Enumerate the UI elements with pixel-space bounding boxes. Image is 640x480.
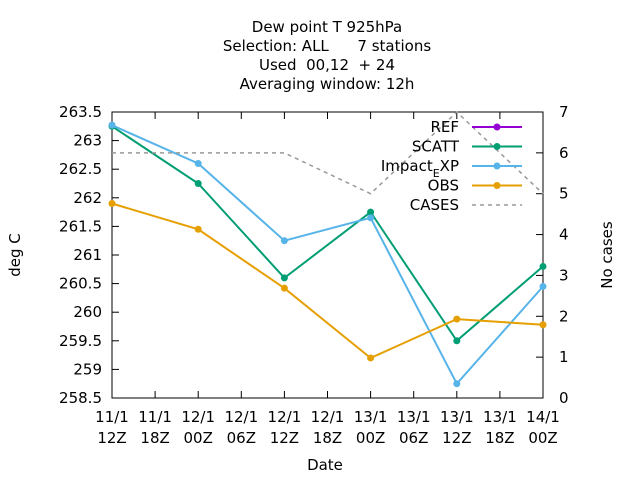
y2-axis-ticks: 0 1 2 3 4 5 6 7 — [536, 103, 569, 407]
y2-tick-label: 4 — [559, 226, 569, 244]
series-line — [111, 124, 544, 386]
y-tick-label: 259 — [73, 360, 102, 378]
series-lines — [108, 110, 547, 388]
series-cases — [112, 110, 544, 195]
x-tick-label-hour: 00Z — [356, 429, 385, 447]
y2-tick-label: 5 — [559, 185, 569, 203]
y-tick-label: 261.5 — [59, 217, 102, 235]
y-tick-label: 259.5 — [59, 332, 102, 350]
legend-marker — [493, 143, 501, 150]
x-tick-label-date: 13/1 — [483, 408, 517, 426]
x-tick-label-date: 13/1 — [354, 408, 388, 426]
legend-item: REF — [430, 118, 522, 136]
y-tick-label: 261 — [73, 246, 102, 264]
y-tick-label: 260 — [73, 303, 102, 321]
legend-item: SCATT — [412, 138, 522, 156]
legend-label: REF — [430, 118, 459, 136]
x-tick-label-hour: 18Z — [140, 429, 169, 447]
x-tick-label-date: 11/1 — [138, 408, 172, 426]
series-line — [111, 202, 544, 360]
y2-tick-label: 3 — [559, 266, 569, 284]
title-line-1: Dew point T 925hPa — [252, 18, 402, 36]
data-point — [367, 354, 375, 362]
y2-axis-label: No cases — [598, 221, 616, 289]
x-tick-label-date: 12/1 — [268, 408, 302, 426]
x-tick-label-date: 12/1 — [224, 408, 258, 426]
y-tick-label: 263.5 — [59, 103, 102, 121]
data-point — [453, 315, 461, 323]
legend-item: CASES — [410, 196, 522, 214]
legend-item: OBS — [428, 177, 522, 195]
legend-label: SCATT — [412, 138, 460, 156]
x-axis-label: Date — [307, 456, 343, 474]
y-tick-label: 262.5 — [59, 160, 102, 178]
series-scatt — [108, 122, 547, 345]
data-point — [108, 200, 116, 208]
data-point — [108, 121, 116, 129]
y-axis-ticks: 258.5 259 259.5 260 260.5 261 261.5 262 262.5 263… — [59, 103, 119, 407]
series-impact-exp — [108, 121, 547, 388]
title-line-3: Used 00,12 + 24 — [259, 56, 395, 74]
title-line-2: Selection: ALL 7 stations — [223, 37, 431, 55]
data-point — [453, 337, 461, 345]
y-axis-label: deg C — [6, 233, 24, 277]
data-point — [453, 380, 461, 388]
x-tick-label-hour: 18Z — [485, 429, 514, 447]
data-point — [194, 159, 202, 167]
y2-tick-label: 0 — [559, 389, 569, 407]
x-tick-label-hour: 06Z — [399, 429, 428, 447]
legend-marker — [493, 182, 501, 189]
x-tick-label-date: 11/1 — [95, 408, 129, 426]
legend-label: ImpactEXP — [381, 157, 459, 180]
data-point — [194, 225, 202, 233]
y-tick-label: 260.5 — [59, 275, 102, 293]
data-point — [280, 274, 288, 282]
x-tick-label-date: 12/1 — [311, 408, 345, 426]
series-line — [112, 110, 544, 195]
y2-tick-label: 6 — [559, 144, 569, 162]
x-tick-label-hour: 18Z — [313, 429, 342, 447]
x-tick-label-date: 13/1 — [397, 408, 431, 426]
data-point — [280, 237, 288, 245]
data-point — [539, 321, 547, 329]
legend-label: OBS — [428, 177, 459, 195]
series-line — [111, 125, 544, 343]
legend-marker — [493, 162, 501, 170]
x-axis-ticks: 11/1 12Z 11/1 18Z 12/1 00Z 12/1 06Z 12/1 12Z 12/1 1… — [95, 112, 560, 447]
series-obs — [108, 200, 547, 362]
title-line-4: Averaging window: 12h — [240, 75, 415, 93]
x-tick-label-hour: 06Z — [227, 429, 256, 447]
legend-item: ImpactEXP — [381, 157, 522, 180]
x-tick-label-hour: 00Z — [184, 429, 213, 447]
x-tick-label-hour: 12Z — [442, 429, 471, 447]
data-point — [194, 180, 202, 187]
x-tick-label-date: 14/1 — [526, 408, 560, 426]
x-tick-label-hour: 12Z — [97, 429, 126, 447]
data-point — [280, 284, 288, 292]
x-tick-label-date: 13/1 — [440, 408, 474, 426]
y-tick-label: 263 — [73, 132, 102, 150]
data-point — [539, 282, 547, 290]
x-tick-label-date: 12/1 — [181, 408, 215, 426]
x-tick-label-hour: 00Z — [528, 429, 557, 447]
data-point — [539, 262, 547, 270]
y2-tick-label: 2 — [559, 307, 569, 325]
y2-tick-label: 7 — [559, 103, 569, 121]
y-tick-label: 262 — [73, 189, 102, 207]
y-tick-label: 258.5 — [59, 389, 102, 407]
x-tick-label-hour: 12Z — [270, 429, 299, 447]
y2-tick-label: 1 — [559, 348, 569, 366]
data-point — [367, 208, 375, 216]
data-point — [367, 214, 375, 222]
legend-marker — [493, 123, 501, 131]
legend-label: CASES — [410, 196, 459, 214]
